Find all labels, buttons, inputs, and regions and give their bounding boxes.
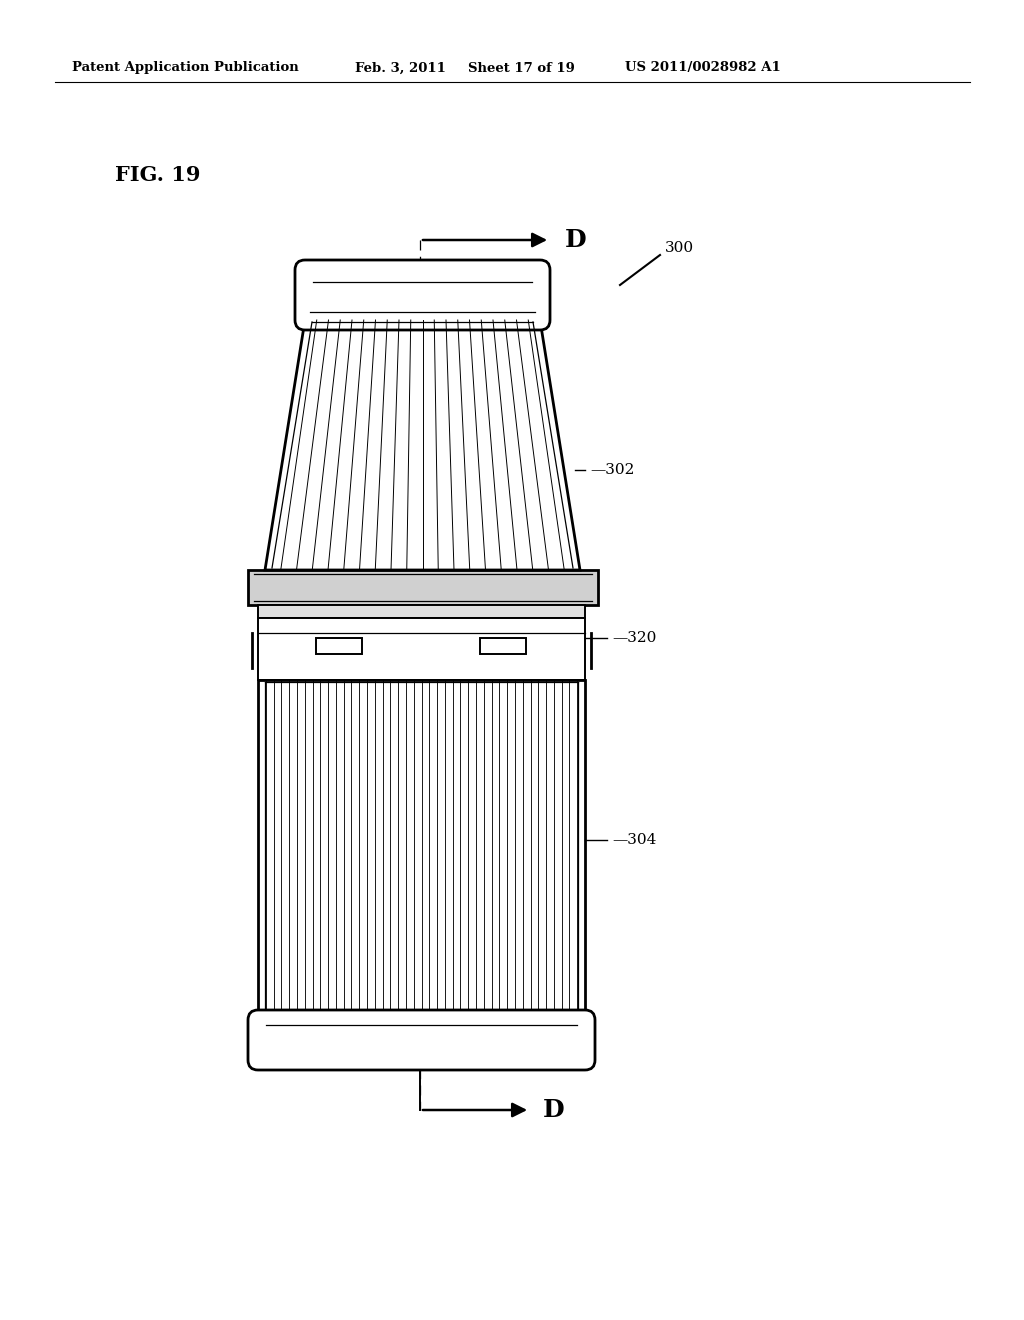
Text: FIG. 19: FIG. 19	[115, 165, 201, 185]
Bar	[479, 638, 525, 653]
Bar	[258, 605, 585, 618]
Text: D: D	[565, 228, 587, 252]
Bar	[258, 618, 585, 680]
Text: US 2011/0028982 A1: US 2011/0028982 A1	[625, 62, 780, 74]
Text: —302: —302	[590, 463, 635, 477]
Bar	[248, 570, 598, 605]
Bar	[316, 638, 362, 653]
Text: D: D	[543, 1098, 564, 1122]
FancyBboxPatch shape	[248, 1010, 595, 1071]
Text: Patent Application Publication: Patent Application Publication	[72, 62, 299, 74]
Text: —320: —320	[612, 631, 656, 645]
Text: —304: —304	[612, 833, 656, 847]
Text: Feb. 3, 2011: Feb. 3, 2011	[355, 62, 445, 74]
Polygon shape	[265, 319, 580, 570]
FancyBboxPatch shape	[295, 260, 550, 330]
Bar	[258, 680, 585, 1020]
Text: Sheet 17 of 19: Sheet 17 of 19	[468, 62, 574, 74]
Text: 300: 300	[665, 242, 694, 255]
